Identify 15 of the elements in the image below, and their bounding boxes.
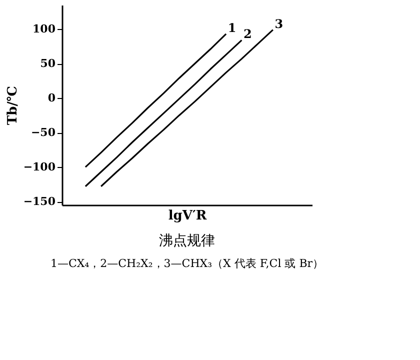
series-label: 1 (228, 20, 236, 35)
y-tick-label: 50 (40, 57, 56, 70)
text: 沸点规律 (159, 233, 215, 249)
y-tick-label: −50 (30, 126, 56, 140)
line-series (84, 33, 227, 168)
y-tick-label: 100 (32, 22, 56, 36)
line-series (84, 39, 242, 188)
y-tick-label: −150 (23, 195, 56, 208)
y-tick-label: 0 (48, 92, 56, 105)
series-label: 2 (244, 27, 252, 42)
series-label: 3 (274, 16, 284, 31)
y-tick-label: −100 (23, 160, 56, 174)
x-axis-title: lgV′R (168, 208, 207, 224)
text: 1—CX₄，2—CH₂X₂，3—CHX₃（X 代表 F,Cl 或 Br） (50, 257, 324, 270)
y-axis-title: Tb/℃ (5, 86, 20, 126)
